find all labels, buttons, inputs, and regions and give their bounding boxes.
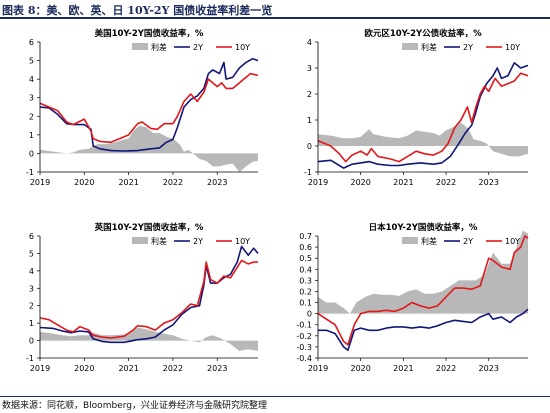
chart-title: 欧元区10Y-2Y公债收益率，%	[364, 28, 482, 39]
chart-panel-3: -1 0 1 2 3 4 5 6 2019 2020 2021 2022 2023 英国10Y-2Y国债收…	[26, 222, 259, 373]
y-tick-label: 0.7	[299, 232, 312, 241]
chart-panel-1: -1 0 1 2 3 4 5 6 2019 2020 2021 2022 2023 美国10Y-2Y国债收…	[26, 28, 259, 187]
series-spread-area	[40, 327, 258, 351]
y-tick-label: -1	[26, 168, 34, 177]
series-2y-line	[39, 245, 259, 344]
y-tick-label: 3	[307, 64, 312, 73]
x-tick-label: 2022	[436, 178, 456, 187]
y-tick-label: 4	[29, 75, 34, 84]
legend-label: 10Y	[235, 237, 250, 246]
x-tick-label: 2019	[30, 364, 50, 373]
y-tick-label: 0	[307, 142, 312, 151]
chart-panel-2: -1 0 1 2 3 4 2019 2020 2021 2022 2023 欧元区10Y-2Y公债收益…	[304, 28, 529, 187]
y-tick-label: 3	[29, 284, 34, 293]
x-tick-label: 2019	[30, 178, 50, 187]
series-spread-area	[318, 230, 528, 314]
x-tick-label: 2019	[308, 178, 328, 187]
x-tick-label: 2020	[351, 178, 371, 187]
y-tick-label: 0	[29, 149, 34, 158]
y-tick-label: 0.5	[299, 254, 312, 263]
y-tick-label: -0.1	[296, 321, 312, 330]
y-tick-label: 1	[307, 116, 312, 125]
y-tick-label: 1	[29, 319, 34, 328]
x-tick-label: 2020	[74, 364, 94, 373]
y-tick-label: 2	[307, 90, 312, 99]
data-source-note: 数据来源：同花顺，Bloomberg，兴业证券经济与金融研究院整理	[2, 401, 267, 411]
y-tick-label: 0.3	[299, 276, 312, 285]
y-tick-label: -1	[26, 354, 34, 363]
x-tick-label: 2020	[351, 364, 371, 373]
y-tick-label: 0	[307, 310, 312, 319]
legend-label: 2Y	[463, 237, 473, 246]
y-tick-label: 0.1	[299, 299, 312, 308]
y-tick-label: 3	[29, 94, 34, 103]
legend-swatch-spread	[402, 237, 418, 244]
chart-panel-4: -0.4 -0.3 -0.2 -0.1 0 0.1 0.2 0.3 0.4 0.5 0.6 0.7 20…	[296, 222, 529, 373]
y-tick-label: 0.4	[299, 265, 312, 274]
x-tick-label: 2023	[479, 178, 499, 187]
y-tick-label: 0.2	[299, 287, 312, 296]
legend-swatch-spread	[132, 43, 148, 50]
y-tick-label: 2	[29, 112, 34, 121]
x-tick-label: 2022	[163, 178, 183, 187]
legend-label: 2Y	[463, 43, 473, 52]
chart-title: 美国10Y-2Y国债收益率，%	[95, 28, 204, 39]
y-tick-label: -0.4	[296, 354, 312, 363]
x-tick-label: 2020	[74, 178, 94, 187]
x-tick-label: 2023	[207, 178, 227, 187]
legend-swatch-spread	[132, 237, 148, 244]
legend-label: 10Y	[505, 237, 520, 246]
series-10y-line	[317, 72, 529, 163]
legend-label: 利差	[421, 236, 437, 246]
y-tick-label: 4	[29, 267, 34, 276]
legend-label: 利差	[421, 42, 437, 52]
legend-swatch-spread	[402, 43, 418, 50]
series-10y-line	[39, 259, 258, 339]
series-2y-line	[39, 57, 259, 152]
series-spread-area	[318, 122, 528, 157]
x-tick-label: 2023	[479, 364, 499, 373]
x-tick-label: 2023	[207, 364, 227, 373]
y-tick-label: 4	[307, 38, 312, 47]
y-tick-label: 5	[29, 57, 34, 66]
legend-label: 利差	[151, 42, 167, 52]
x-tick-label: 2021	[393, 364, 413, 373]
figure-title: 图表 8：美、欧、英、日 10Y-2Y 国债收益率利差一览	[2, 4, 273, 17]
chart-title: 英国10Y-2Y国债收益率，%	[94, 222, 204, 233]
y-tick-label: -1	[304, 168, 312, 177]
y-tick-label: 6	[29, 232, 34, 241]
series-2y-line	[317, 61, 529, 169]
footer-divider	[0, 396, 550, 397]
report-header: 图表 8：美、欧、英、日 10Y-2Y 国债收益率利差一览	[0, 0, 550, 19]
header-divider	[0, 17, 550, 19]
y-tick-label: 5	[29, 249, 34, 258]
series-2y-line	[318, 308, 529, 352]
x-tick-label: 2021	[118, 364, 138, 373]
legend-label: 利差	[151, 236, 167, 246]
legend-label: 10Y	[505, 43, 520, 52]
x-tick-label: 2019	[308, 364, 328, 373]
y-tick-label: -0.2	[296, 332, 312, 341]
y-tick-label: 6	[29, 38, 34, 47]
series-10y-line	[39, 72, 259, 144]
legend-label: 2Y	[193, 43, 203, 52]
chart-title: 日本10Y-2Y国债收益率，%	[369, 222, 478, 233]
y-tick-label: 1	[29, 131, 34, 140]
legend-label: 10Y	[235, 43, 250, 52]
x-tick-label: 2022	[436, 364, 456, 373]
series-10y-line	[317, 235, 529, 346]
y-tick-label: 0	[29, 337, 34, 346]
legend-label: 2Y	[193, 237, 203, 246]
y-tick-label: 2	[29, 302, 34, 311]
x-tick-label: 2022	[163, 364, 183, 373]
y-tick-label: -0.3	[296, 343, 312, 352]
x-tick-label: 2021	[118, 178, 138, 187]
y-tick-label: 0.6	[299, 243, 312, 252]
x-tick-label: 2021	[393, 178, 413, 187]
